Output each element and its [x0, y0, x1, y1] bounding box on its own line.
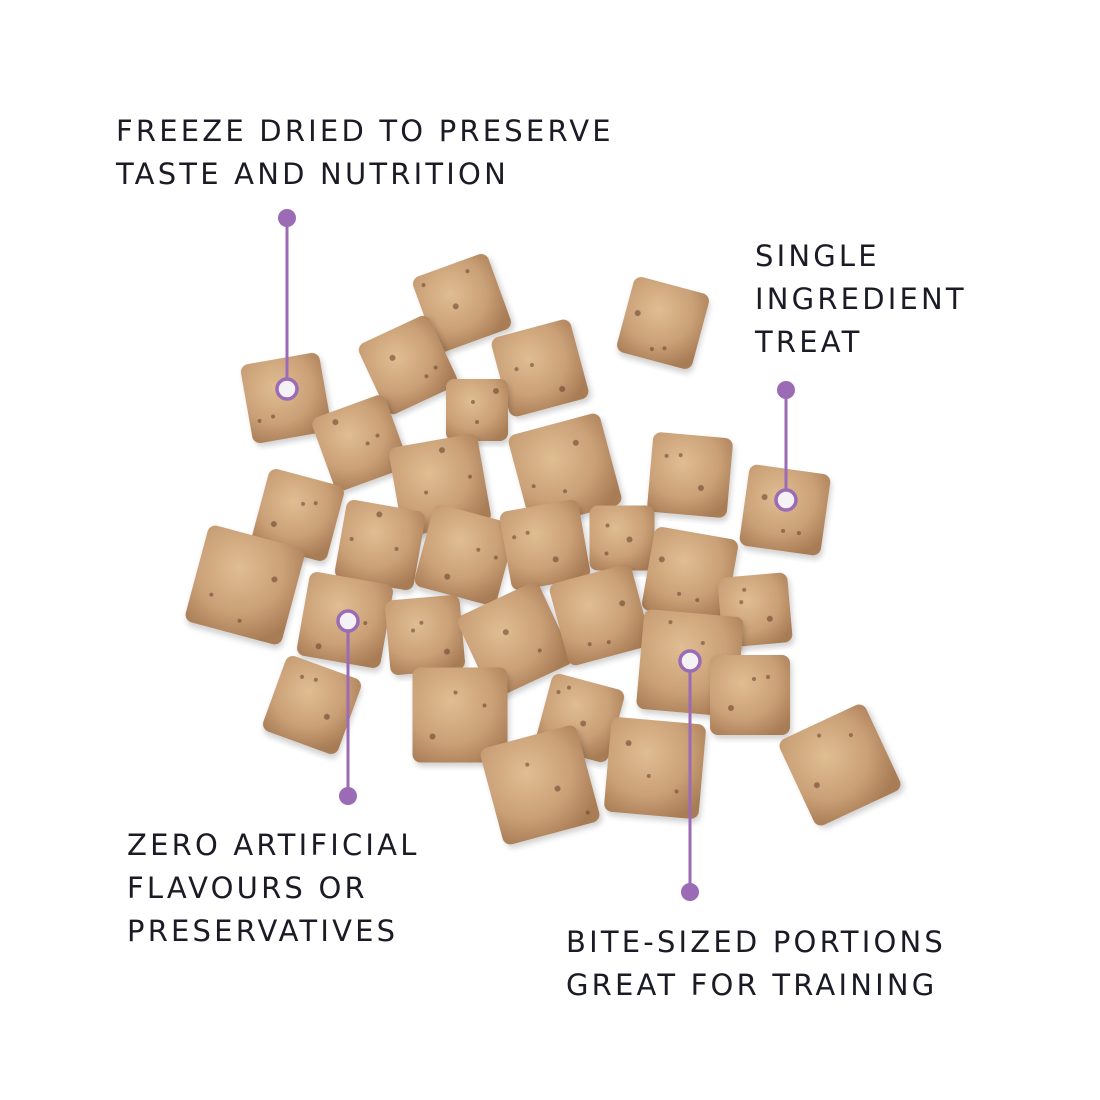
treat-cube [642, 527, 738, 623]
callout-line: FREEZE DRIED TO PRESERVE [116, 114, 614, 148]
leader-dot [777, 381, 795, 399]
callout-leader [275, 209, 299, 401]
treat-cube [589, 505, 655, 571]
treat-cube [414, 504, 516, 606]
treat-cube [312, 395, 408, 491]
treat-cube [262, 655, 362, 755]
treat-cube [358, 315, 458, 415]
callout-line: GREAT FOR TRAINING [566, 968, 938, 1002]
treat-cube [647, 432, 733, 518]
callout-line: BITE-SIZED PORTIONS [566, 925, 946, 959]
treat-cube [491, 319, 589, 417]
callout-line: INGREDIENT [755, 282, 967, 316]
callout-line: TASTE AND NUTRITION [116, 157, 509, 191]
treat-cube [334, 499, 426, 591]
callout-leader [774, 381, 798, 512]
treat-cube [508, 413, 622, 527]
leader-ring [275, 377, 299, 401]
leader-dot [681, 883, 699, 901]
treat-cube [499, 499, 591, 591]
callout-bite-sized: BITE-SIZED PORTIONS GREAT FOR TRAINING [566, 921, 946, 1007]
callout-zero-artificial: ZERO ARTIFICIAL FLAVOURS OR PRESERVATIVE… [127, 824, 420, 953]
treat-cube [779, 704, 901, 826]
treat-cube [710, 655, 790, 735]
treat-cube [412, 253, 512, 353]
callout-line: PRESERVATIVES [127, 914, 399, 948]
treat-cube [185, 525, 305, 645]
leader-ring [678, 649, 702, 673]
callout-leader [678, 649, 702, 901]
treat-cube [480, 725, 600, 845]
leader-dot [278, 209, 296, 227]
callout-freeze-dried: FREEZE DRIED TO PRESERVE TASTE AND NUTRI… [116, 110, 614, 196]
leader-ring [336, 609, 360, 633]
treat-cube [412, 667, 508, 763]
treat-cube [549, 564, 651, 666]
callout-line: FLAVOURS OR [127, 871, 368, 905]
leader-ring [774, 488, 798, 512]
treat-cube [604, 717, 706, 819]
treat-cube [252, 469, 344, 561]
treat-cube [385, 595, 465, 675]
callout-leader [336, 609, 360, 805]
callout-single-ingredient: SINGLE INGREDIENT TREAT [755, 235, 967, 364]
callout-line: TREAT [755, 325, 863, 359]
callout-line: ZERO ARTIFICIAL [127, 828, 420, 862]
treat-cube [389, 434, 491, 536]
treat-cube [617, 277, 709, 369]
leader-dot [339, 787, 357, 805]
callout-line: SINGLE [755, 239, 880, 273]
treat-cube [446, 379, 508, 441]
